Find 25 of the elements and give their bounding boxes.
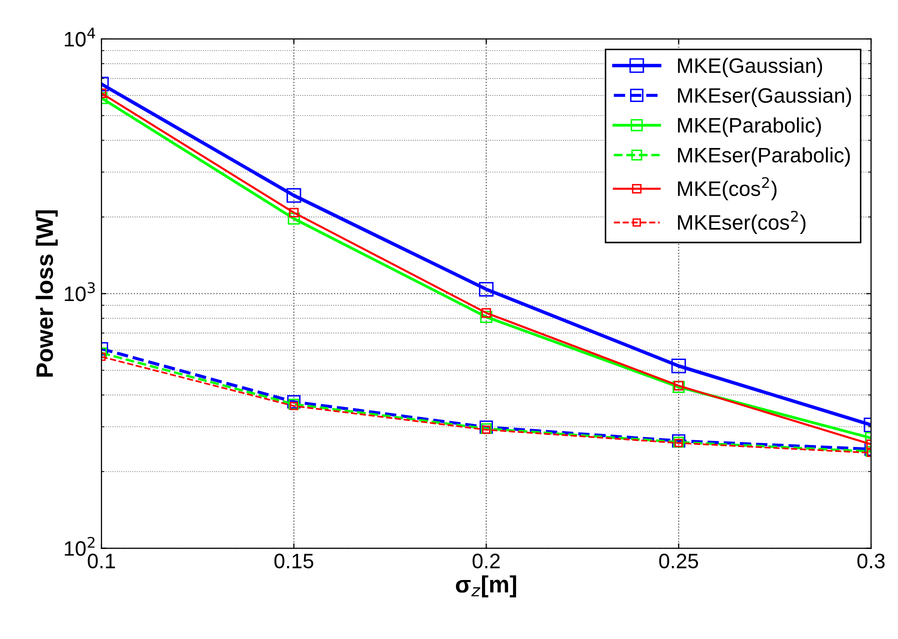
legend-label: MKE(cos$^{2}$): [678, 177, 777, 200]
point: [478, 282, 494, 297]
x-tick-label: 0.25: [659, 554, 698, 568]
point: [671, 358, 686, 374]
x-tick-label: 0.1: [88, 554, 115, 568]
legend-label: MKE(Gaussian): [678, 58, 822, 78]
point: [286, 188, 302, 203]
point: [288, 398, 300, 410]
y-tick-label: 10$^{4}$: [64, 28, 96, 47]
y-axis-title: Power loss [W]: [36, 210, 58, 377]
point: [287, 395, 301, 408]
legend-label: MKE(Parabolic): [678, 117, 821, 137]
legend-label: MKEser(Parabolic): [678, 147, 850, 167]
point: [481, 308, 492, 318]
legend-label: MKEser(Gaussian): [678, 88, 852, 107]
legend-label: MKEser(cos$^{2}$): [678, 210, 806, 234]
point: [480, 310, 492, 323]
x-tick-label: 0.15: [274, 554, 314, 568]
x-tick-label: 0.2: [472, 554, 500, 568]
x-tick-label: 0.3: [857, 554, 885, 568]
point: [674, 380, 684, 390]
x-axis-title: σ$_{z}$[m]: [456, 575, 516, 598]
point: [289, 208, 299, 218]
y-tick-label: 10$^{3}$: [64, 282, 95, 302]
point: [288, 212, 300, 225]
